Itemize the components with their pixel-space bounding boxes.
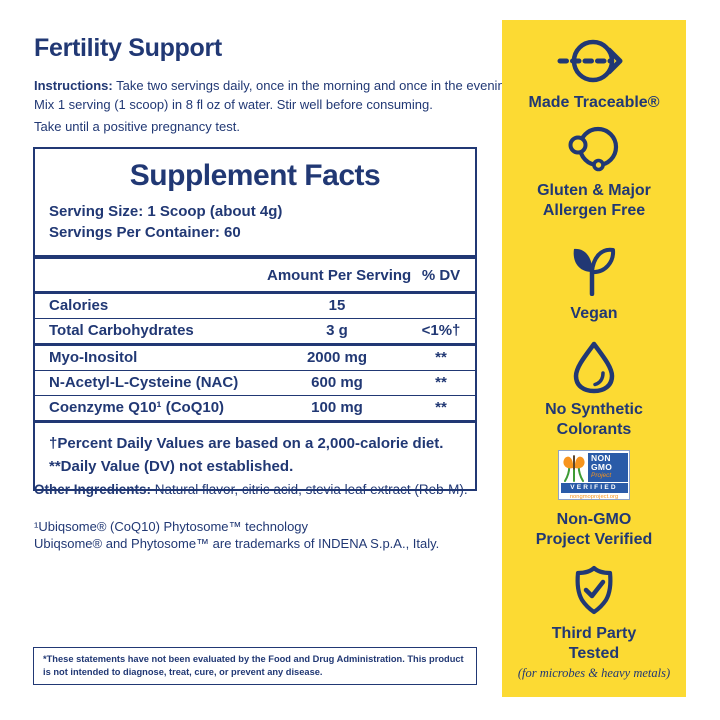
coq10-footnote: ¹Ubiqsome® (CoQ10) Phytosome™ technology [34,519,309,534]
table-row: Myo-Inositol 2000 mg ** [35,343,475,370]
facts-footnotes: †Percent Daily Values are based on a 2,0… [35,420,475,489]
supplement-facts-header: Supplement Facts Serving Size: 1 Scoop (… [35,149,475,259]
badge-gluten-allergen-free: Gluten & Major Allergen Free [502,124,686,221]
non-gmo-seal-text: NON GMO Project [588,452,628,482]
seal-word-non: NON [591,453,611,463]
badge-label-line1: No Synthetic [545,401,643,418]
badge-made-traceable: Made Traceable® [502,38,686,113]
supplement-facts-title: Supplement Facts [129,159,381,192]
allergen-free-icon [568,126,619,172]
table-row: Calories 15 [35,294,475,318]
butterfly-icon [563,455,585,482]
pregnancy-note: Take until a positive pregnancy test. [34,119,240,134]
column-percent-dv: % DV [421,267,461,284]
table-row: Total Carbohydrates 3 g <1%† [35,318,475,343]
badge-sublabel: (for microbes & heavy metals) [517,666,671,680]
claims-sidebar: Made Traceable® Gluten & Major Allergen … [502,20,686,697]
badge-label: Vegan [570,305,618,322]
badge-third-party-tested: Third Party Tested (for microbes & heavy… [502,564,686,681]
supplement-facts-panel: Supplement Facts Serving Size: 1 Scoop (… [33,147,477,491]
row-amount: 600 mg [311,374,363,391]
badge-vegan: Vegan [502,242,686,324]
badge-label: Third Party Tested [552,624,636,664]
row-name: Total Carbohydrates [49,322,194,339]
seal-url: nongmoproject.org [569,494,619,500]
badge-label-line2: Tested [568,645,620,662]
row-dv: ** [435,374,447,391]
shield-check-icon [575,565,613,615]
droplet-icon [573,341,615,394]
badge-label-line1: Third Party [551,625,637,642]
badge-label-line2: Colorants [556,421,632,438]
trademark-line: Ubiqsome® and Phytosome™ are trademarks … [34,536,440,551]
row-dv: ** [435,399,447,416]
sprout-icon [573,247,616,296]
other-ingredients: Other Ingredients: Natural flavor, citri… [34,482,504,497]
fda-disclaimer-text: *These statements have not been evaluate… [43,654,464,677]
row-name: N-Acetyl-L-Cysteine (NAC) [49,374,239,391]
seal-word-gmo: GMO [591,462,613,472]
row-dv: ** [435,349,447,366]
badge-label-line1: Non-GMO [556,511,632,528]
traceable-arrow-icon [557,39,623,83]
badge-label: Made Traceable® [528,94,660,111]
other-ingredients-label: Other Ingredients: [34,482,152,497]
row-name: Calories [49,297,109,314]
seal-verified-bar: VERIFIED [560,483,628,493]
badge-label: No Synthetic Colorants [545,400,643,440]
other-ingredients-text: Natural flavor, citric acid, stevia leaf… [154,482,468,497]
footnote-daily-values: †Percent Daily Values are based on a 2,0… [49,435,444,452]
instructions-text: Instructions: Take two servings daily, o… [34,76,516,114]
row-name: Coenzyme Q10¹ (CoQ10) [49,399,225,416]
facts-column-header-row: Amount Per Serving % DV [35,259,475,294]
row-amount: 2000 mg [306,349,368,366]
fda-disclaimer-box: *These statements have not been evaluate… [33,647,477,685]
badge-non-gmo-project-verified: NON GMO Project VERIFIED nongmoproject.o… [502,450,686,550]
non-gmo-seal: NON GMO Project VERIFIED nongmoproject.o… [558,450,630,500]
instructions-line2: Mix 1 serving (1 scoop) in 8 fl oz of wa… [34,97,433,112]
column-amount-per-serving: Amount Per Serving [267,267,412,284]
badge-label-line1: Gluten & Major [537,182,651,199]
row-name: Myo-Inositol [49,349,138,366]
row-dv: <1%† [421,322,461,339]
seal-word-project: Project [591,472,612,479]
badge-label-line2: Allergen Free [542,202,646,219]
badge-label-line2: Project Verified [535,531,653,548]
instructions-line1: Take two servings daily, once in the mor… [116,78,516,93]
badge-label: Gluten & Major Allergen Free [537,181,651,221]
table-row: N-Acetyl-L-Cysteine (NAC) 600 mg ** [35,370,475,395]
instructions-label: Instructions: [34,78,113,93]
table-row: Coenzyme Q10¹ (CoQ10) 100 mg ** [35,395,475,420]
badge-no-synthetic-colorants: No Synthetic Colorants [502,340,686,440]
footnote-dv-not-established: **Daily Value (DV) not established. [49,458,294,475]
row-amount: 15 [328,297,346,314]
row-amount: 100 mg [311,399,363,416]
servings-per-container: Servings Per Container: 60 [49,224,241,241]
serving-size: Serving Size: 1 Scoop (about 4g) [49,203,283,220]
row-amount: 3 g [326,322,348,339]
badge-label: Non-GMO Project Verified [536,510,653,550]
product-title: Fertility Support [34,34,222,62]
